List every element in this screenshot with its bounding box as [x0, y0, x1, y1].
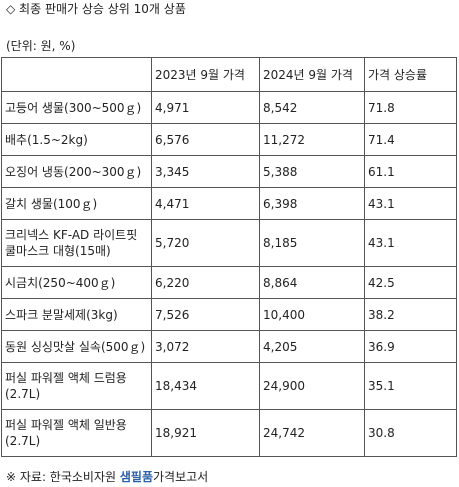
price-2023-cell: 18,434 — [151, 362, 260, 410]
rate-cell: 35.1 — [364, 362, 457, 410]
item-cell: 배추(1.5~2kg) — [1, 123, 152, 156]
price-2023-cell: 7,526 — [151, 298, 260, 331]
price-2024-cell: 8,185 — [259, 219, 365, 267]
price-2024-cell: 8,864 — [259, 266, 365, 299]
page-title: ◇ 최종 판매가 상승 상위 10개 상품 — [6, 2, 186, 16]
table-header-row: 2023년 9월 가격 2024년 9월 가격 가격 상승률 — [1, 57, 457, 92]
item-cell: 동원 싱싱맛살 실속(500ｇ) — [1, 330, 152, 363]
item-cell: 크리넥스 KF-AD 라이트핏 쿨마스크 대형(15매) — [1, 219, 152, 267]
rate-cell: 43.1 — [364, 187, 457, 220]
table-row: 갈치 생물(100ｇ) 4,471 6,398 43.1 — [1, 187, 457, 220]
rate-cell: 43.1 — [364, 219, 457, 267]
price-2024-cell: 24,900 — [259, 362, 365, 410]
item-cell: 시금치(250~400ｇ) — [1, 266, 152, 299]
table-row: 오징어 냉동(200~300ｇ) 3,345 5,388 61.1 — [1, 155, 457, 188]
price-2024-cell: 4,205 — [259, 330, 365, 363]
header-cell-item — [1, 57, 152, 92]
price-2024-cell: 24,742 — [259, 409, 365, 457]
price-2023-cell: 4,471 — [151, 187, 260, 220]
rate-cell: 30.8 — [364, 409, 457, 457]
header-cell-2024: 2024년 9월 가격 — [259, 57, 365, 92]
table-row: 퍼실 파워젤 액체 드럼용(2.7L) 18,434 24,900 35.1 — [1, 362, 457, 410]
rate-cell: 38.2 — [364, 298, 457, 331]
table-row: 동원 싱싱맛살 실속(500ｇ) 3,072 4,205 36.9 — [1, 330, 457, 363]
table-row: 시금치(250~400ｇ) 6,220 8,864 42.5 — [1, 266, 457, 299]
price-2024-cell: 6,398 — [259, 187, 365, 220]
price-2023-cell: 5,720 — [151, 219, 260, 267]
header-cell-2023: 2023년 9월 가격 — [151, 57, 260, 92]
table-row: 배추(1.5~2kg) 6,576 11,272 71.4 — [1, 123, 457, 156]
price-2023-cell: 18,921 — [151, 409, 260, 457]
rate-cell: 36.9 — [364, 330, 457, 363]
price-2023-cell: 3,345 — [151, 155, 260, 188]
table-row: 스파크 분말세제(3kg) 7,526 10,400 38.2 — [1, 298, 457, 331]
item-cell: 오징어 냉동(200~300ｇ) — [1, 155, 152, 188]
item-cell: 갈치 생물(100ｇ) — [1, 187, 152, 220]
source-brand-link[interactable]: 샘필품 — [119, 470, 153, 484]
price-table: 2023년 9월 가격 2024년 9월 가격 가격 상승률 고등어 생물(30… — [1, 57, 457, 457]
item-cell: 퍼실 파워젤 액체 일반용(2.7L) — [1, 409, 152, 457]
item-cell: 퍼실 파워젤 액체 드럼용(2.7L) — [1, 362, 152, 410]
item-cell: 고등어 생물(300~500ｇ) — [1, 91, 152, 124]
table-row: 퍼실 파워젤 액체 일반용(2.7L) 18,921 24,742 30.8 — [1, 409, 457, 457]
price-2024-cell: 8,542 — [259, 91, 365, 124]
header-cell-rate: 가격 상승률 — [364, 57, 457, 92]
source-suffix: 가격보고서 — [153, 470, 209, 484]
source-prefix: ※ 자료: 한국소비자원 — [6, 470, 120, 484]
price-2023-cell: 3,072 — [151, 330, 260, 363]
price-2024-cell: 11,272 — [259, 123, 365, 156]
price-2023-cell: 4,971 — [151, 91, 260, 124]
price-2024-cell: 5,388 — [259, 155, 365, 188]
item-cell: 스파크 분말세제(3kg) — [1, 298, 152, 331]
rate-cell: 71.4 — [364, 123, 457, 156]
table-row: 크리넥스 KF-AD 라이트핏 쿨마스크 대형(15매) 5,720 8,185… — [1, 219, 457, 267]
rate-cell: 61.1 — [364, 155, 457, 188]
table-row: 고등어 생물(300~500ｇ) 4,971 8,542 71.8 — [1, 91, 457, 124]
rate-cell: 71.8 — [364, 91, 457, 124]
unit-note: (단위: 원, %) — [6, 39, 76, 53]
price-2023-cell: 6,576 — [151, 123, 260, 156]
price-2023-cell: 6,220 — [151, 266, 260, 299]
price-2024-cell: 10,400 — [259, 298, 365, 331]
source-note: ※ 자료: 한국소비자원 샘필품가격보고서 — [6, 469, 208, 485]
rate-cell: 42.5 — [364, 266, 457, 299]
